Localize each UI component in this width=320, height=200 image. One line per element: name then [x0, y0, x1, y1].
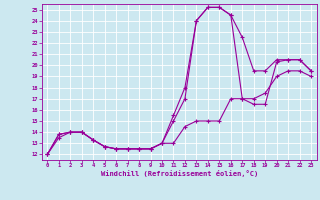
X-axis label: Windchill (Refroidissement éolien,°C): Windchill (Refroidissement éolien,°C): [100, 170, 258, 177]
